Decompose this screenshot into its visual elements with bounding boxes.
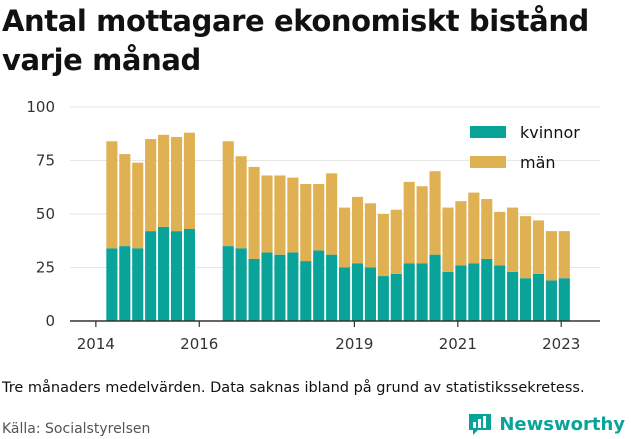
legend-swatch-kvinnor bbox=[470, 126, 506, 138]
bar-kvinnor-33 bbox=[558, 278, 570, 321]
bar-man-30 bbox=[519, 216, 532, 279]
bar-kvinnor-32 bbox=[545, 280, 557, 321]
bar-kvinnor-1 bbox=[119, 246, 131, 321]
bar-kvinnor-18 bbox=[364, 267, 376, 321]
bar-man-32 bbox=[545, 231, 557, 281]
bar-kvinnor-26 bbox=[468, 263, 480, 321]
bar-kvinnor-23 bbox=[429, 254, 441, 321]
bar-kvinnor-15 bbox=[326, 254, 338, 321]
bar-kvinnor-9 bbox=[248, 258, 260, 321]
bar-kvinnor-25 bbox=[455, 265, 467, 321]
y-axis-ticks: 0 25 50 75 100 bbox=[26, 98, 55, 330]
bar-man-23 bbox=[429, 171, 441, 255]
bar-kvinnor-29 bbox=[507, 271, 519, 321]
bar-kvinnor-14 bbox=[313, 250, 325, 321]
legend: kvinnor män bbox=[470, 123, 580, 172]
bar-man-27 bbox=[481, 199, 493, 259]
bar-kvinnor-13 bbox=[300, 261, 312, 321]
bar-kvinnor-0 bbox=[106, 248, 118, 321]
bar-man-4 bbox=[158, 134, 170, 227]
y-tick-label-75: 75 bbox=[36, 152, 55, 170]
bar-man-8 bbox=[235, 156, 247, 249]
bar-man-17 bbox=[351, 196, 364, 264]
bar-man-28 bbox=[494, 211, 506, 266]
bar-man-11 bbox=[274, 175, 286, 255]
bar-man-12 bbox=[287, 177, 299, 253]
y-tick-label-50: 50 bbox=[36, 205, 55, 223]
bar-kvinnor-5 bbox=[170, 231, 183, 321]
bar-man-7 bbox=[222, 141, 234, 247]
x-tick-label-2016: 2016 bbox=[180, 335, 218, 353]
bar-kvinnor-4 bbox=[158, 226, 170, 321]
bar-man-21 bbox=[403, 181, 415, 264]
bar-man-15 bbox=[326, 173, 338, 255]
chart-title: Antal mottagare ekonomiskt bistånd varje… bbox=[2, 4, 589, 77]
bar-man-1 bbox=[119, 154, 131, 247]
x-axis-ticks: 2014 2016 2019 2021 2023 bbox=[77, 321, 580, 353]
legend-swatch-man bbox=[470, 156, 506, 168]
bar-kvinnor-12 bbox=[287, 252, 299, 321]
bar-kvinnor-11 bbox=[274, 254, 286, 321]
brand-name: Newsworthy bbox=[499, 413, 625, 435]
x-tick-label-2023: 2023 bbox=[542, 335, 580, 353]
bar-man-0 bbox=[106, 141, 118, 249]
legend-label-kvinnor: kvinnor bbox=[520, 123, 580, 142]
bar-man-22 bbox=[416, 186, 428, 264]
bar-man-18 bbox=[364, 203, 376, 268]
bar-man-9 bbox=[248, 166, 260, 259]
bar-man-6 bbox=[183, 132, 196, 229]
bar-man-33 bbox=[558, 231, 570, 279]
bar-man-19 bbox=[377, 214, 389, 277]
y-tick-label-25: 25 bbox=[36, 259, 55, 277]
x-tick-label-2014: 2014 bbox=[77, 335, 115, 353]
newsworthy-logo[interactable]: Newsworthy bbox=[467, 411, 625, 437]
bar-man-14 bbox=[313, 184, 325, 251]
stacked-bar-chart: 0 25 50 75 100 2014 2016 2019 2021 2023 kvinnor m… bbox=[26, 98, 600, 353]
bar-kvinnor-27 bbox=[481, 258, 493, 321]
bar-kvinnor-24 bbox=[442, 271, 454, 321]
bar-man-25 bbox=[455, 201, 467, 266]
newsworthy-logo-icon bbox=[469, 414, 492, 435]
bar-kvinnor-10 bbox=[261, 252, 273, 321]
bar-man-13 bbox=[300, 184, 312, 262]
bar-kvinnor-7 bbox=[222, 246, 234, 321]
source-credit: Källa: Socialstyrelsen bbox=[2, 421, 151, 437]
x-tick-label-2021: 2021 bbox=[439, 335, 477, 353]
bar-kvinnor-16 bbox=[339, 267, 351, 321]
chart-note: Tre månaders medelvärden. Data saknas ib… bbox=[2, 380, 585, 396]
bar-man-5 bbox=[170, 136, 183, 232]
bar-man-10 bbox=[261, 175, 273, 253]
bar-kvinnor-6 bbox=[183, 228, 196, 321]
bar-kvinnor-30 bbox=[519, 278, 532, 321]
bar-kvinnor-20 bbox=[390, 273, 402, 321]
bar-man-26 bbox=[468, 192, 480, 264]
y-tick-label-100: 100 bbox=[26, 98, 55, 116]
bar-kvinnor-2 bbox=[132, 248, 144, 321]
bars bbox=[106, 132, 570, 321]
bar-man-24 bbox=[442, 207, 454, 272]
bar-kvinnor-21 bbox=[403, 263, 415, 321]
bar-kvinnor-3 bbox=[145, 231, 157, 321]
y-tick-label-0: 0 bbox=[45, 312, 55, 330]
bar-kvinnor-28 bbox=[494, 265, 506, 321]
bar-kvinnor-19 bbox=[377, 276, 389, 321]
x-tick-label-2019: 2019 bbox=[335, 335, 373, 353]
bar-man-20 bbox=[390, 209, 402, 274]
bar-kvinnor-22 bbox=[416, 263, 428, 321]
bar-kvinnor-8 bbox=[235, 248, 247, 321]
bar-man-3 bbox=[145, 139, 157, 232]
bar-man-16 bbox=[339, 207, 351, 268]
legend-label-man: män bbox=[520, 153, 556, 172]
bar-man-31 bbox=[532, 220, 545, 274]
bar-man-2 bbox=[132, 162, 144, 249]
bar-man-29 bbox=[507, 207, 519, 272]
bar-kvinnor-17 bbox=[351, 263, 364, 321]
bar-kvinnor-31 bbox=[532, 273, 545, 321]
